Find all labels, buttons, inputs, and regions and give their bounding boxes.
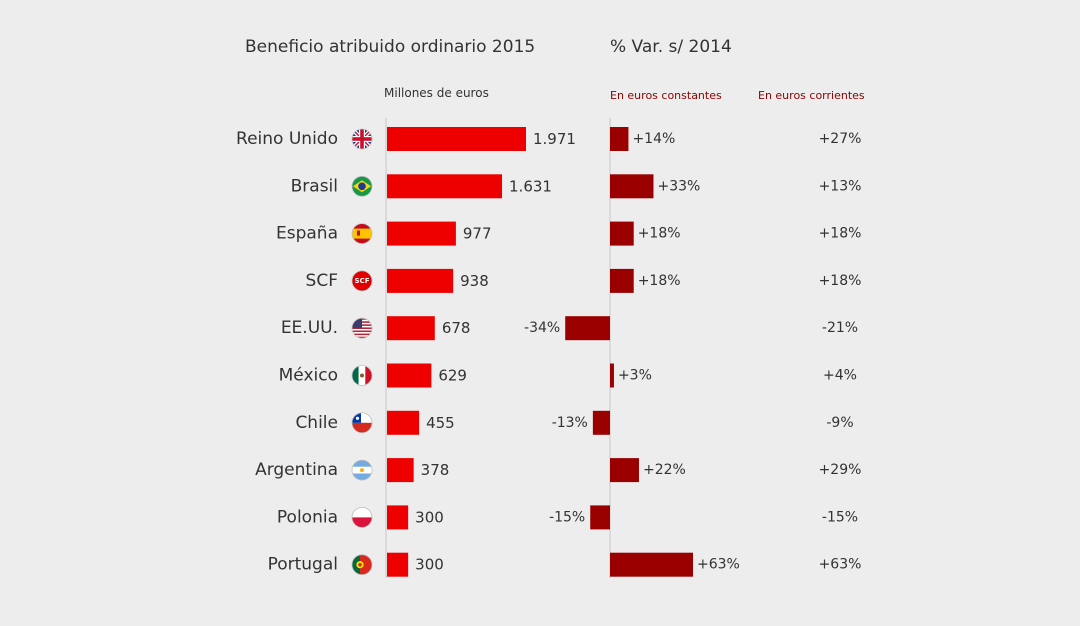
var-constant-bar [590,505,610,530]
category-label: México [279,366,338,386]
profit-bar [387,363,432,388]
flag-border [351,554,373,576]
category-label: Polonia [277,507,338,527]
chile-flag-icon [352,412,372,433]
profit-bar [387,174,503,199]
var-current-label: +13% [819,178,862,194]
subtitle-current: En euros corrientes [758,89,865,102]
usa-flag-icon [352,318,372,339]
category-label: España [276,224,338,244]
scf-badge-text: SCF [355,277,370,285]
profit-value-label: 1.631 [509,177,552,195]
var-constant-bar [610,552,693,577]
var-constant-label: +63% [697,557,740,573]
flag-border [351,412,373,434]
flag-border [351,128,373,150]
profit-value-label: 455 [426,414,455,432]
var-current-label: +27% [819,131,862,147]
var-current-label: +29% [819,462,862,478]
uk-flag-icon [352,129,372,149]
argentina-flag-icon [352,460,372,481]
flag-border [351,317,373,339]
var-constant-bar [610,363,614,388]
subtitle-constant: En euros constantes [610,89,722,102]
var-constant-bar [592,410,610,435]
var-current-label: -9% [826,415,853,431]
var-current-label: -15% [822,509,858,525]
category-label: Reino Unido [236,129,338,149]
profit-value-label: 678 [442,319,471,337]
var-constant-label: -13% [552,415,588,431]
profit-bar [387,268,454,293]
profit-value-label: 977 [463,225,492,243]
var-current-label: +63% [819,557,862,573]
var-current-label: +18% [819,226,862,242]
var-current-label: -21% [822,320,858,336]
category-label: EE.UU. [281,318,338,338]
profit-value-label: 378 [421,461,450,479]
category-label: Brasil [291,176,338,196]
var-constant-label: -34% [524,320,560,336]
flag-border [351,175,373,197]
profit-value-label: 300 [415,556,444,574]
profit-bar [387,505,409,530]
profit-bar [387,552,409,577]
category-label: Portugal [268,555,338,575]
var-constant-bar [610,458,639,483]
poland-flag-icon [352,507,372,528]
profit-value-label: 1.971 [533,130,576,148]
var-constant-label: +33% [657,178,700,194]
flag-border [351,365,373,386]
profit-value-label: 300 [415,508,444,526]
chart-title: Beneficio atribuido ordinario 2015 [245,37,535,57]
flag-border [351,507,373,528]
var-constant-label: +18% [638,226,681,242]
profit-bar [387,316,435,341]
profit-bar [387,127,526,151]
portugal-flag-icon [352,554,372,575]
spain-flag-icon [352,223,372,244]
category-label: Chile [295,413,338,433]
profit-bar [387,221,456,246]
flag-border [351,223,373,245]
var-constant-bar [565,316,610,341]
flag-border [351,459,373,481]
var-constant-bar [610,127,629,151]
var-constant-bar [610,268,634,293]
subtitle-millions: Millones de euros [384,86,489,100]
scf-badge-icon: SCF [352,270,372,291]
profit-bar [387,410,420,435]
var-constant-bar [610,221,634,246]
var-constant-label: +3% [618,368,652,384]
profit-bar [387,458,414,483]
category-label: Argentina [255,460,338,480]
var-constant-label: +18% [638,273,681,289]
var-constant-bar [610,174,654,199]
var-current-label: +18% [819,273,862,289]
flag-border [351,270,373,292]
category-label: SCF [306,271,338,291]
profit-value-label: 938 [460,272,489,290]
profit-value-label: 629 [438,367,467,385]
chart-title-right: % Var. s/ 2014 [610,37,732,57]
brazil-flag-icon [352,176,372,197]
var-constant-label: +22% [643,462,686,478]
mexico-flag-icon [352,365,372,386]
var-current-label: +4% [823,368,857,384]
var-constant-label: +14% [632,131,675,147]
var-constant-label: -15% [549,509,585,525]
